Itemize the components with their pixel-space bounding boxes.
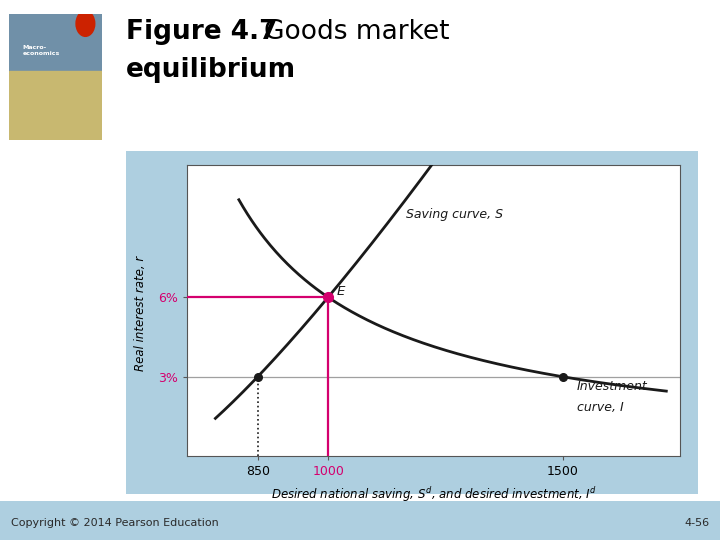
Text: Copyright © 2014 Pearson Education: Copyright © 2014 Pearson Education xyxy=(11,517,219,528)
X-axis label: Desired national saving, $S^d$, and desired investment, $I^d$: Desired national saving, $S^d$, and desi… xyxy=(271,485,597,504)
Text: Macro-
economics: Macro- economics xyxy=(23,45,60,56)
Text: E: E xyxy=(336,285,345,298)
Text: Real interest rate, r: Real interest rate, r xyxy=(134,255,147,371)
Text: 4-56: 4-56 xyxy=(684,517,709,528)
Bar xyxy=(9,71,102,140)
Text: equilibrium: equilibrium xyxy=(126,57,296,83)
Text: Investment: Investment xyxy=(577,380,648,393)
Text: Figure 4.7: Figure 4.7 xyxy=(126,19,277,45)
Bar xyxy=(9,14,102,71)
Text: curve, I: curve, I xyxy=(577,401,624,414)
Text: Saving curve, S: Saving curve, S xyxy=(405,208,503,221)
Text: Goods market: Goods market xyxy=(264,19,450,45)
Circle shape xyxy=(76,11,95,36)
